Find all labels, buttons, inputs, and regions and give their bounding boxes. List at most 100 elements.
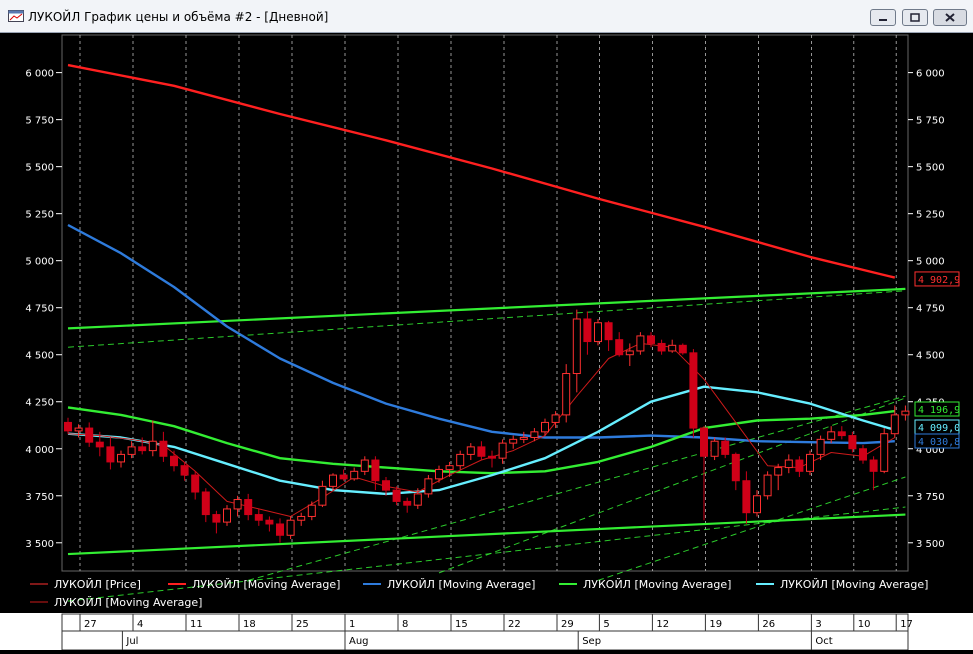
value-label-box — [914, 271, 960, 287]
candle-body — [138, 446, 147, 452]
candle-body — [445, 465, 454, 470]
trend-channels — [67, 287, 906, 602]
day-label: 15 — [455, 619, 468, 630]
candle-body — [127, 446, 136, 455]
last-value-labels: 4 902,9 4 196,9 4 099,0 4 030,8 — [914, 271, 960, 449]
candle-body — [413, 493, 422, 506]
candle-body — [498, 442, 507, 459]
day-label: 8 — [402, 619, 408, 630]
y-tick-label: 4 500 — [916, 351, 945, 362]
candle-body — [265, 519, 274, 525]
day-label: 4 — [137, 619, 143, 630]
y-tick-label: 5 500 — [25, 163, 54, 174]
candle-body — [901, 410, 910, 416]
candle-body — [604, 322, 613, 341]
month-label: Oct — [815, 636, 832, 647]
y-tick-label: 4 500 — [25, 351, 54, 362]
restore-button[interactable] — [902, 9, 928, 26]
channel-dashed-line — [597, 476, 906, 581]
day-label: 1 — [349, 619, 355, 630]
day-label: 26 — [762, 619, 775, 630]
price-chart[interactable]: 3 500 3 750 4 000 4 250 4 500 4 750 5 000 5 250… — [0, 33, 973, 651]
candle-body — [223, 508, 231, 523]
channel-dashed-line — [438, 397, 906, 574]
candle-body — [95, 441, 104, 448]
price-chart-area[interactable]: 3 500 3 750 4 000 4 250 4 500 4 750 5 000 5 250… — [0, 33, 973, 651]
candle-body — [191, 474, 200, 493]
candle-body — [837, 431, 846, 437]
channel-dashed-line — [248, 395, 906, 581]
legend-label: ЛУКОЙЛ [Moving Average] — [780, 578, 928, 591]
channel-dashed-line — [67, 506, 906, 602]
candle-body — [233, 499, 242, 510]
candle-body — [244, 499, 253, 516]
candle-body — [890, 414, 899, 435]
candle-body — [85, 427, 94, 443]
candle-body — [678, 344, 687, 354]
moving-average-line — [67, 63, 896, 279]
candle-body — [307, 504, 316, 517]
candle-body — [689, 352, 698, 429]
legend-label: ЛУКОЙЛ [Price] — [54, 578, 141, 591]
candle-body — [466, 446, 475, 455]
y-tick-label: 3 500 — [25, 539, 54, 550]
day-label: 3 — [815, 619, 821, 630]
candle-body — [657, 342, 666, 352]
candle-body — [360, 459, 369, 472]
moving-average-line — [67, 223, 895, 445]
day-label: 22 — [508, 619, 521, 630]
candle-body — [700, 427, 708, 457]
value-label: 4 030,8 — [918, 437, 960, 448]
day-label: 25 — [296, 619, 309, 630]
candle-body — [594, 322, 602, 343]
minimize-button[interactable] — [870, 9, 896, 26]
y-tick-label: 4 000 — [916, 445, 945, 456]
candle-body — [710, 440, 719, 457]
candle-body — [816, 438, 825, 455]
legend-label: ЛУКОЙЛ [Moving Average] — [583, 578, 731, 591]
candle-body — [74, 427, 83, 432]
candle-body — [583, 318, 592, 343]
candle-body — [254, 514, 263, 521]
candle-body — [180, 465, 189, 476]
channel-line — [67, 513, 906, 556]
candle-body — [392, 489, 401, 502]
close-button[interactable] — [933, 9, 967, 26]
y-tick-label: 4 000 — [25, 445, 54, 456]
value-label: 4 902,9 — [918, 275, 960, 286]
candle-body — [668, 344, 677, 352]
day-label: 10 — [858, 619, 871, 630]
moving-averages — [67, 63, 896, 517]
candle-body — [859, 448, 867, 461]
y-tick-label: 5 750 — [916, 116, 945, 127]
candle-body — [201, 491, 210, 516]
value-label: 4 196,9 — [918, 405, 960, 416]
candle-body — [795, 459, 804, 472]
candle-body — [117, 453, 125, 463]
candle-body — [763, 474, 772, 497]
candle-body — [148, 440, 157, 452]
y-tick-label: 4 250 — [25, 398, 54, 409]
candle-body — [106, 446, 115, 463]
y-tick-label: 5 250 — [25, 210, 54, 221]
candle-body — [403, 500, 412, 506]
candle-body — [880, 433, 889, 472]
candle-body — [647, 335, 655, 344]
candle-body — [456, 453, 465, 467]
candle-body — [212, 514, 221, 523]
restore-icon — [910, 13, 920, 22]
legend: ЛУКОЙЛ [Price] ЛУКОЙЛ [Moving Average] ЛУК… — [30, 578, 928, 609]
y-tick-label: 3 500 — [916, 539, 945, 550]
candle-body — [562, 373, 571, 416]
legend-label: ЛУКОЙЛ [Moving Average] — [192, 578, 340, 591]
candle-body — [297, 515, 306, 521]
candle-body — [159, 440, 168, 457]
window-titlebar: ЛУКОЙЛ График цены и объёма #2 - [Дневно… — [0, 0, 973, 33]
minimize-icon — [879, 19, 887, 21]
chart-window-icon — [8, 10, 24, 22]
y-tick-label: 5 000 — [916, 257, 945, 268]
candle-body — [382, 480, 390, 491]
value-label-box — [914, 433, 960, 449]
candle-body — [371, 459, 380, 482]
